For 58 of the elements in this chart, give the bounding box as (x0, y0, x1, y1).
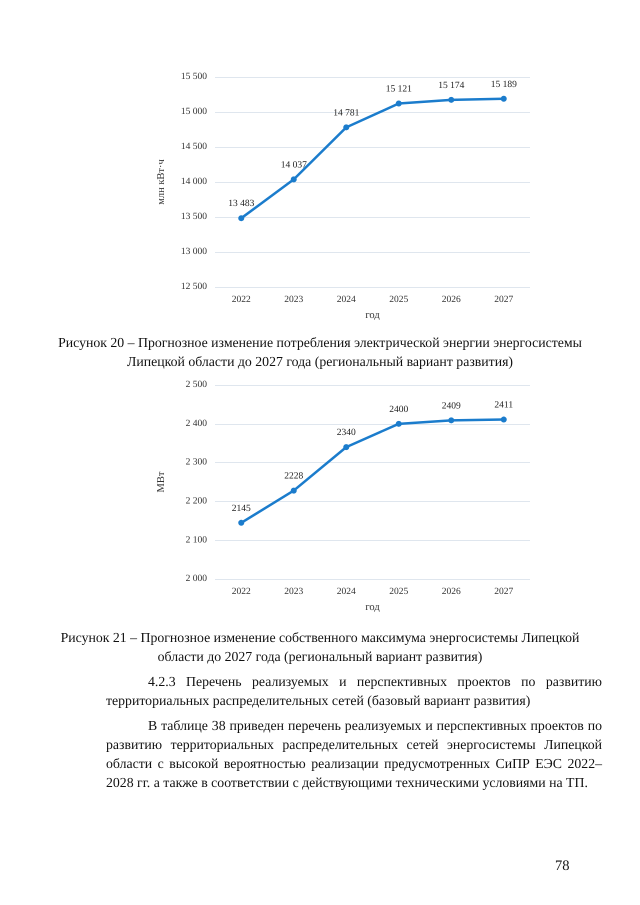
text: Рисунок 20 – Прогнозное изменение потребления электрической энергии энергосистемы Липецкой области до 2027 года (региональный вариант развития) (57, 334, 583, 371)
point (343, 444, 350, 450)
x-tick-label: 2026 (442, 295, 461, 305)
y-tick-label: 2 000 (186, 574, 208, 584)
point (238, 215, 244, 222)
x-tick-label: 2027 (494, 587, 514, 598)
point (500, 416, 507, 423)
x-tick-label: 2023 (284, 587, 304, 598)
point (448, 96, 454, 103)
point (290, 176, 297, 182)
x-axis-title: год (365, 602, 380, 613)
text: 4.2.3 Перечень реализуемых и перспективных проектов по развитию территориальных распределительных сетей (базовый вариант развития) (106, 673, 602, 710)
data-label: 2228 (284, 472, 304, 482)
x-tick-label: 2024 (336, 295, 356, 305)
x-tick-label: 2022 (232, 587, 251, 598)
y-tick-label: 2 500 (186, 380, 208, 390)
point (500, 96, 507, 102)
x-tick-label: 2025 (389, 295, 408, 305)
text: Рисунок 21 – Прогнозное изменение собственного максимума энергосистемы Липецкой области до 2027 года (региональный вариант развития) (60, 629, 580, 666)
x-tick-label: 2023 (284, 295, 304, 305)
y-tick-label: 14 000 (180, 177, 208, 187)
y-tick-label: 2 100 (186, 535, 208, 546)
data-label: 2400 (389, 404, 408, 415)
y-axis-title: млн кВт·ч (156, 158, 167, 205)
point (396, 100, 402, 107)
y-tick-label: 2 300 (186, 458, 208, 468)
point (290, 488, 297, 494)
data-label: 2145 (232, 504, 251, 514)
y-tick-label: 14 500 (180, 142, 208, 152)
data-label: 2409 (442, 401, 461, 412)
x-tick-label: 2022 (232, 295, 251, 305)
x-tick-label: 2026 (442, 587, 461, 598)
data-label: 15 121 (386, 84, 412, 95)
data-label: 15 189 (490, 80, 518, 90)
y-tick-label: 15 500 (180, 72, 208, 82)
x-tick-label: 2025 (389, 587, 408, 598)
y-tick-label: 2 200 (186, 496, 208, 506)
point (343, 124, 350, 130)
y-tick-label: 13 000 (180, 247, 208, 257)
point (396, 420, 402, 427)
text: 78 (555, 858, 570, 875)
data-label: 14 037 (280, 160, 308, 170)
y-tick-label: 13 500 (180, 212, 208, 222)
data-label: 15 174 (438, 80, 465, 91)
x-tick-label: 2024 (336, 587, 356, 598)
text: В таблице 38 приведен перечень реализуемых и перспективных проектов по развитию территориальных распределительных сетей энергосистемы Липецкой области с высокой вероятностью реализации предусмотренных СиПР ЕЭС 2022–2028 гг. а также в соответствии с действующими техническими условиями на ТП. (106, 717, 602, 792)
y-axis-title: МВт (156, 471, 167, 493)
point (238, 520, 244, 526)
x-tick-label: 2027 (494, 295, 514, 305)
data-label: 2340 (336, 428, 356, 438)
point (448, 417, 454, 424)
x-axis-title: год (365, 310, 380, 321)
data-label: 2411 (494, 400, 514, 411)
y-tick-label: 15 000 (180, 107, 208, 117)
data-label: 13 483 (228, 199, 255, 210)
y-tick-label: 2 400 (186, 418, 208, 429)
y-tick-label: 12 500 (180, 282, 208, 292)
data-label: 14 781 (333, 108, 360, 118)
